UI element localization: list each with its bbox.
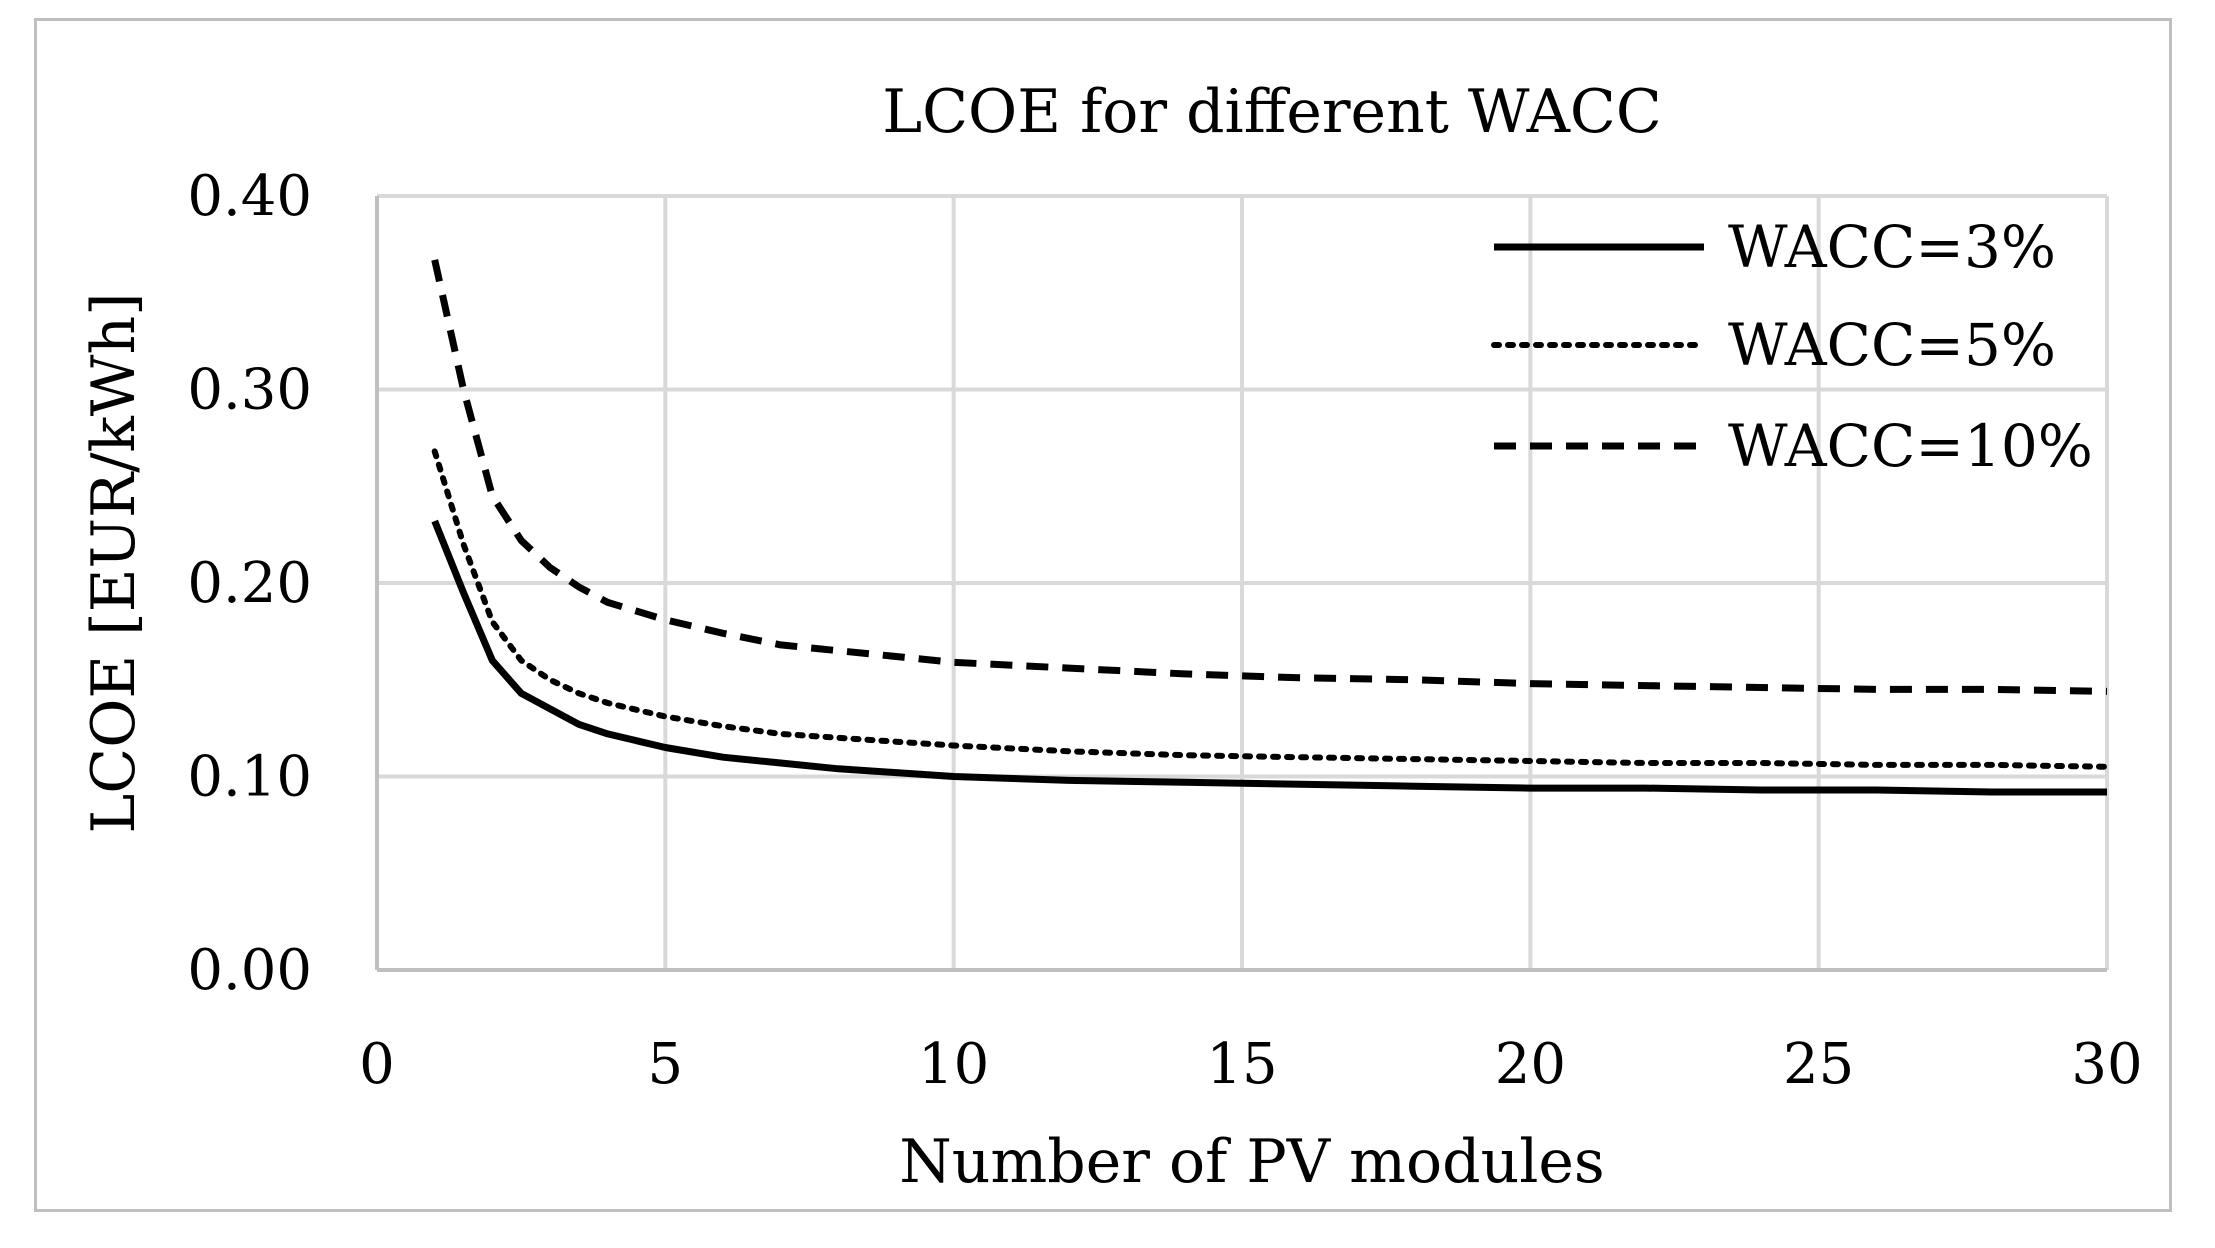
x-tick-label: 0: [359, 1032, 395, 1097]
axes: [375, 196, 2107, 972]
y-tick-label: 0.20: [187, 551, 312, 616]
legend-label-wacc-3: WACC=3%: [1728, 213, 2056, 281]
legend-label-wacc-10: WACC=10%: [1728, 412, 2093, 480]
x-tick-labels: 0 5 10 15 20 25 30: [359, 1032, 2142, 1097]
series-line-wacc-3: [431, 519, 2107, 796]
series-lines: [431, 259, 2110, 796]
legend: WACC=3% WACC=5% WACC=10%: [1491, 213, 2093, 480]
x-tick-label: 5: [648, 1032, 684, 1097]
y-tick-label: 0.00: [187, 938, 312, 1003]
legend-item: WACC=10%: [1494, 412, 2093, 480]
x-axis-title: Number of PV modules: [899, 1127, 1604, 1197]
legend-label-wacc-5: WACC=5%: [1728, 311, 2056, 379]
y-tick-label: 0.30: [187, 358, 312, 423]
x-tick-label: 25: [1783, 1032, 1854, 1097]
series-line-wacc-10: [431, 259, 2108, 695]
series-line-wacc-5: [431, 448, 2110, 770]
x-tick-label: 20: [1495, 1032, 1566, 1097]
x-tick-label: 10: [918, 1032, 989, 1097]
x-tick-label: 15: [1206, 1032, 1277, 1097]
y-tick-labels: 0.00 0.10 0.20 0.30 0.40: [187, 164, 312, 1003]
y-axis-title: LCOE [EUR/kWh]: [79, 292, 149, 833]
grid: [377, 194, 2109, 970]
legend-item: WACC=5%: [1491, 311, 2056, 379]
y-tick-label: 0.10: [187, 745, 312, 810]
y-tick-label: 0.40: [187, 164, 312, 229]
chart-title: LCOE for different WACC: [882, 77, 1661, 147]
legend-item: WACC=3%: [1494, 213, 2056, 281]
chart-frame: [34, 18, 2172, 1212]
x-tick-label: 30: [2071, 1032, 2142, 1097]
